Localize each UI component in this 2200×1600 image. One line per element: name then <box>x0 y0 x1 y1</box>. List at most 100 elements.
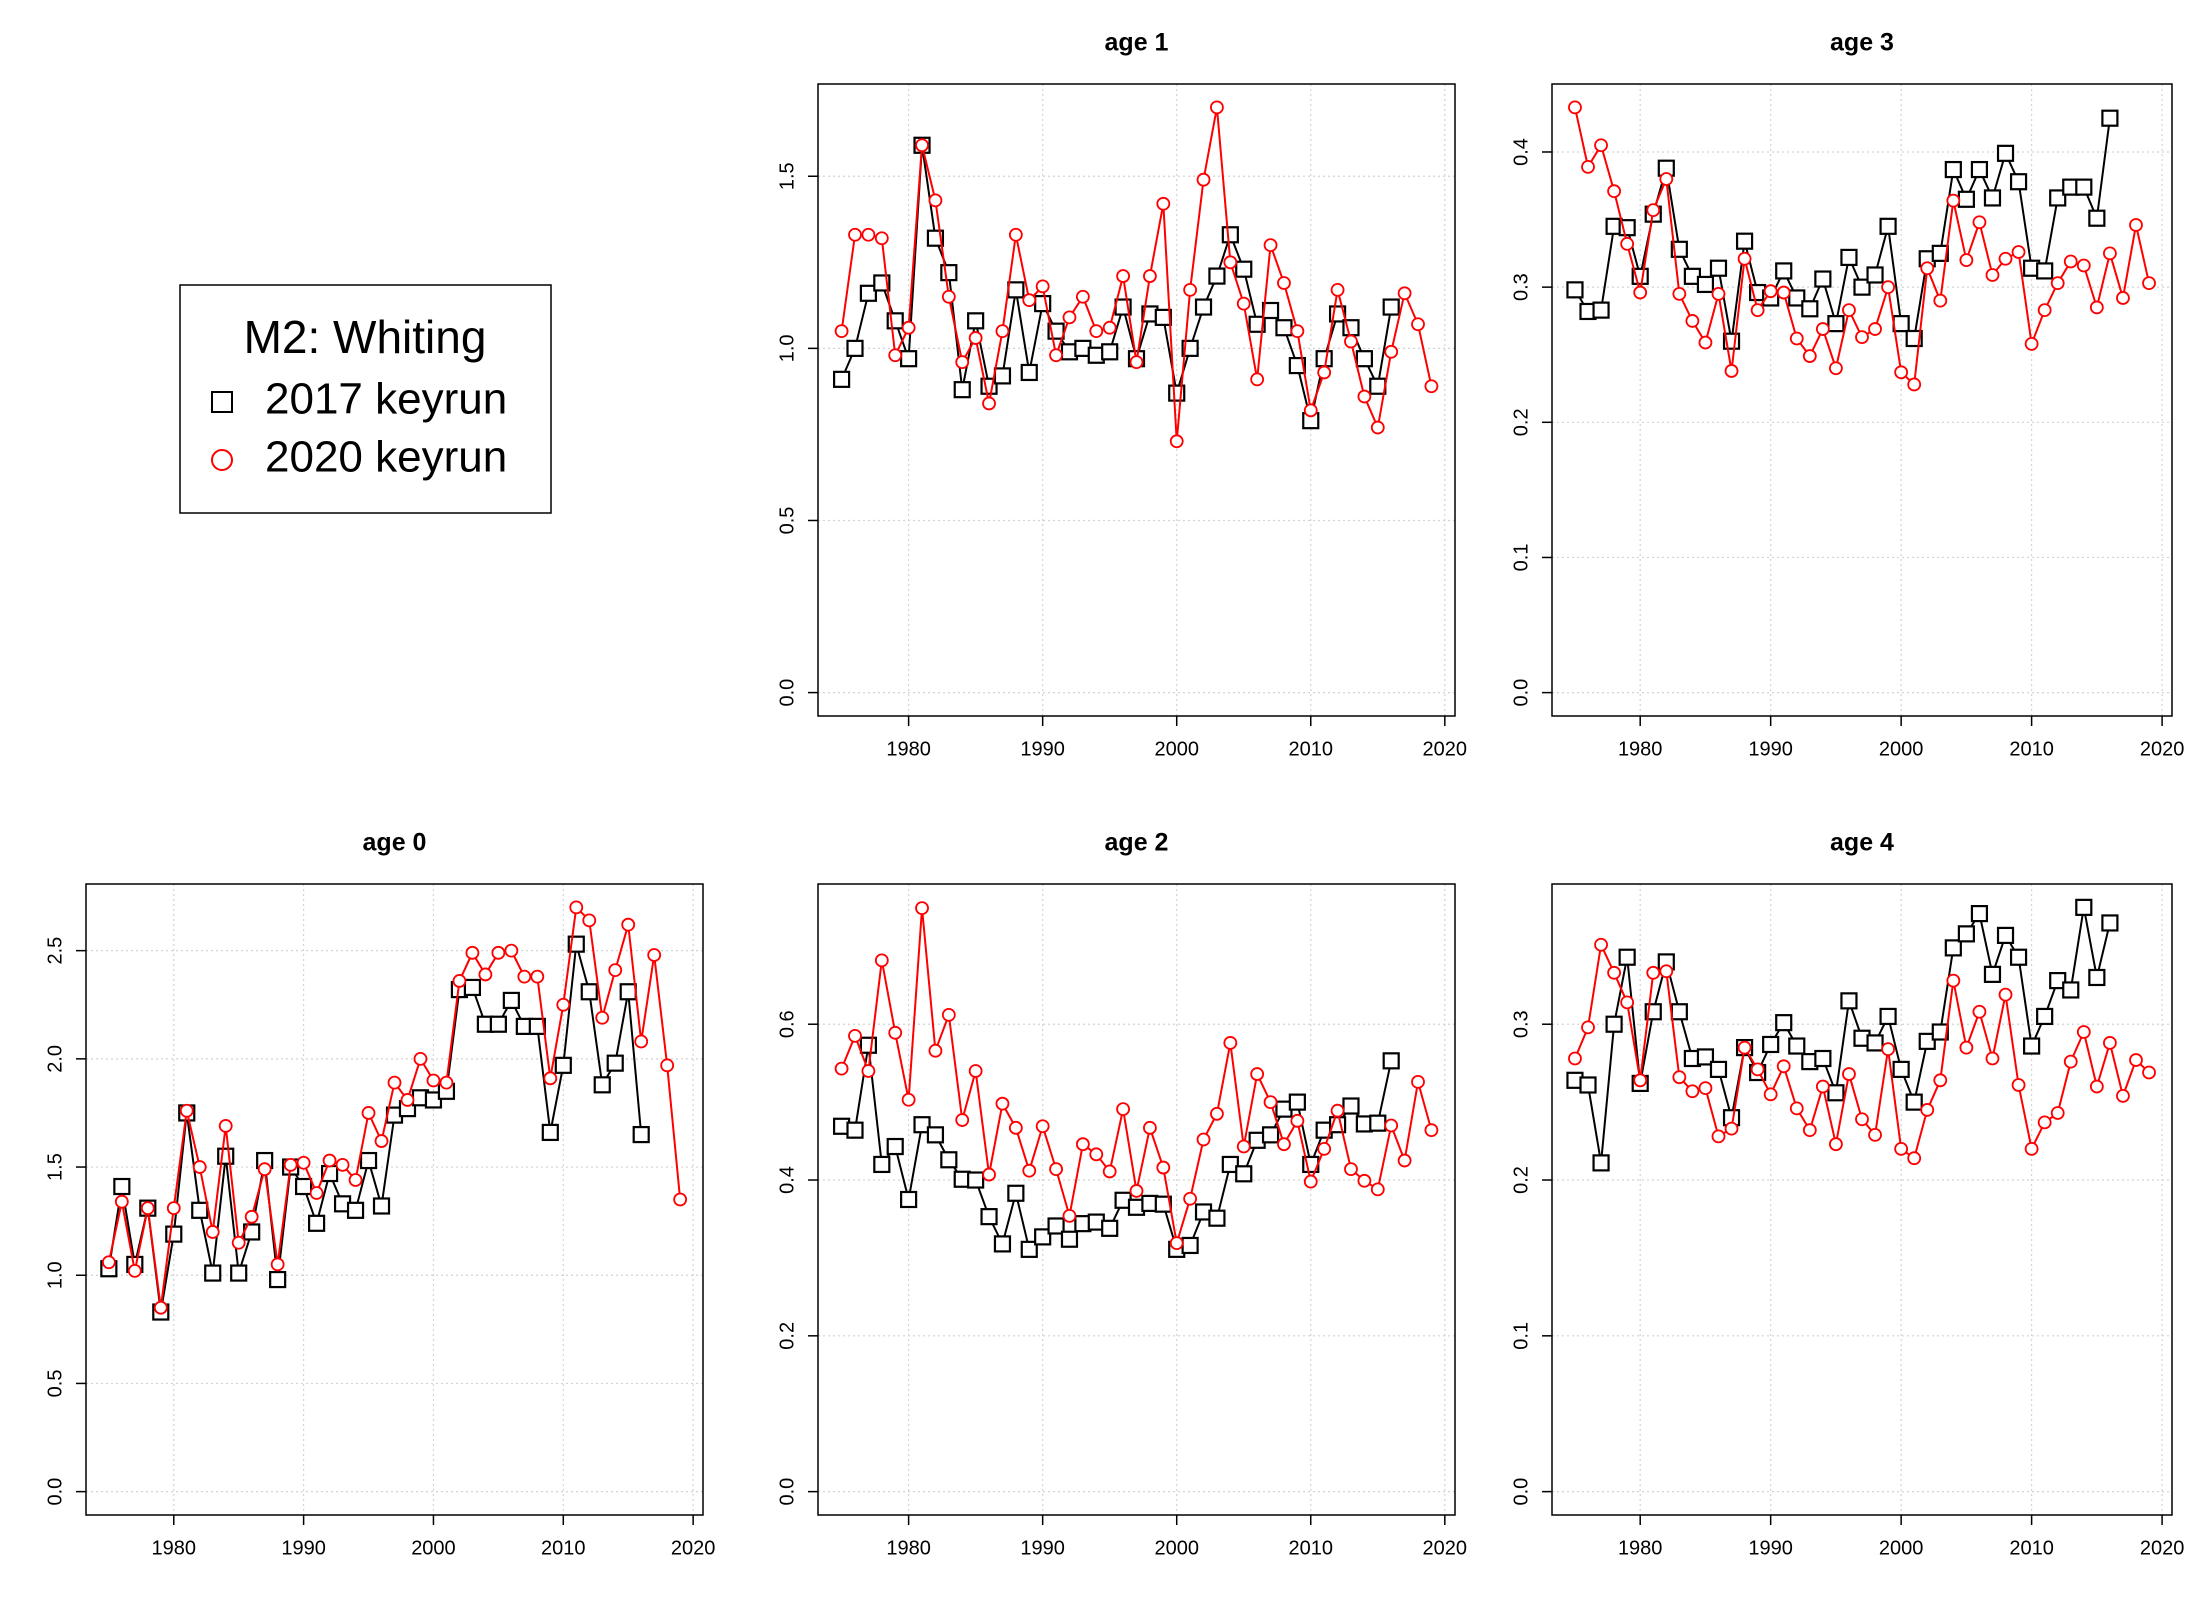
legend-box <box>179 284 552 514</box>
marker-circle <box>1169 1236 1184 1251</box>
marker-square <box>1618 948 1636 966</box>
marker-circle <box>1620 995 1635 1010</box>
marker-circle <box>1411 317 1425 332</box>
marker-circle <box>1075 289 1090 304</box>
marker-square <box>2023 1037 2041 1055</box>
marker-square <box>1853 278 1871 296</box>
marker-square <box>1194 298 1213 316</box>
marker-circle <box>1022 293 1037 308</box>
marker-square <box>1181 339 1199 357</box>
marker-square <box>1007 281 1025 299</box>
marker-circle <box>1143 269 1157 283</box>
marker-circle <box>968 1064 983 1078</box>
marker-circle <box>2024 1141 2039 1156</box>
marker-square <box>1275 319 1293 337</box>
marker-square <box>940 264 958 282</box>
marker-square <box>1696 275 1715 294</box>
marker-circle <box>1317 365 1332 380</box>
marker-circle <box>335 1157 350 1172</box>
marker-circle <box>1210 100 1224 115</box>
marker-circle <box>874 231 889 246</box>
y-tick-label: 1.0 <box>44 1261 66 1289</box>
marker-circle <box>1737 251 1752 266</box>
marker-circle <box>1384 344 1399 359</box>
panel-title: age 2 <box>1105 829 1169 857</box>
y-tick-label: 0.4 <box>1510 138 1532 166</box>
marker-circle <box>2142 276 2156 290</box>
marker-circle <box>915 138 929 153</box>
marker-square <box>967 1171 985 1189</box>
marker-circle <box>530 969 545 984</box>
y-tick-label: 0.0 <box>776 1478 798 1506</box>
marker-square <box>1918 1032 1936 1050</box>
x-tick-label: 2010 <box>2009 1537 2054 1559</box>
marker-square <box>1369 1114 1387 1132</box>
marker-square <box>2009 948 2028 966</box>
marker-square <box>886 1137 904 1156</box>
marker-circle <box>400 1093 415 1107</box>
marker-circle <box>982 1167 996 1182</box>
x-tick-label: 1980 <box>886 738 931 760</box>
x-tick-label: 2010 <box>2009 738 2054 760</box>
marker-circle <box>283 1157 298 1172</box>
marker-square <box>554 1056 572 1074</box>
marker-circle <box>1802 1123 1817 1138</box>
marker-square <box>993 1235 1012 1253</box>
y-tick-label: 0.5 <box>776 507 798 535</box>
marker-circle <box>1277 1137 1291 1152</box>
legend-title: M2: Whiting <box>244 311 487 363</box>
x-tick-label: 1990 <box>1020 738 1065 760</box>
marker-circle <box>1581 159 1595 174</box>
marker-square <box>1970 905 1989 923</box>
marker-circle <box>1985 1051 2000 1066</box>
marker-square <box>2088 968 2106 987</box>
marker-circle <box>1236 1139 1251 1154</box>
x-tick-label: 2020 <box>1423 738 1468 760</box>
y-tick-label: 0.2 <box>776 1322 798 1350</box>
plot-frame <box>817 883 1456 1516</box>
marker-square <box>1709 1060 1728 1079</box>
marker-square <box>1905 1093 1923 1111</box>
marker-circle <box>848 227 862 242</box>
marker-circle <box>1894 1141 1909 1156</box>
marker-square <box>463 978 482 997</box>
marker-square <box>2036 262 2054 280</box>
marker-circle <box>1894 365 1909 380</box>
marker-circle <box>1802 349 1817 363</box>
marker-circle <box>1411 1074 1425 1089</box>
marker-circle <box>1196 1132 1211 1147</box>
marker-circle <box>2037 1115 2052 1130</box>
x-tick-label: 2000 <box>1154 738 1199 760</box>
marker-circle <box>1143 1120 1157 1135</box>
panel-title: age 4 <box>1830 829 1894 857</box>
marker-circle <box>1672 287 1687 301</box>
marker-circle <box>1035 1119 1050 1134</box>
marker-square <box>165 1225 183 1243</box>
marker-square <box>1866 266 1884 284</box>
marker-circle <box>478 967 493 982</box>
marker-square <box>940 1151 958 1169</box>
x-tick-label: 1990 <box>1748 1537 1793 1559</box>
panel-title: age 0 <box>363 829 427 857</box>
marker-square <box>1382 1052 1400 1070</box>
marker-circle <box>968 331 983 345</box>
marker-circle <box>491 945 506 960</box>
marker-square <box>1221 226 1239 244</box>
marker-square <box>1788 1037 1806 1055</box>
marker-circle <box>1776 1059 1791 1074</box>
marker-circle <box>1223 1036 1238 1050</box>
x-tick-label: 2000 <box>1154 1537 1199 1559</box>
x-tick-label: 2000 <box>1879 738 1924 760</box>
y-tick-label: 0.0 <box>44 1478 66 1506</box>
marker-square <box>1566 281 1584 299</box>
marker-square <box>2049 971 2067 990</box>
marker-square <box>1866 1034 1884 1052</box>
marker-square <box>900 350 918 368</box>
marker-circle <box>928 193 943 208</box>
marker-circle <box>1568 1051 1582 1066</box>
marker-square <box>372 1197 391 1215</box>
marker-circle <box>257 1162 272 1177</box>
marker-square <box>632 1125 650 1144</box>
series-line <box>841 1045 1393 1252</box>
marker-circle <box>426 1073 441 1088</box>
